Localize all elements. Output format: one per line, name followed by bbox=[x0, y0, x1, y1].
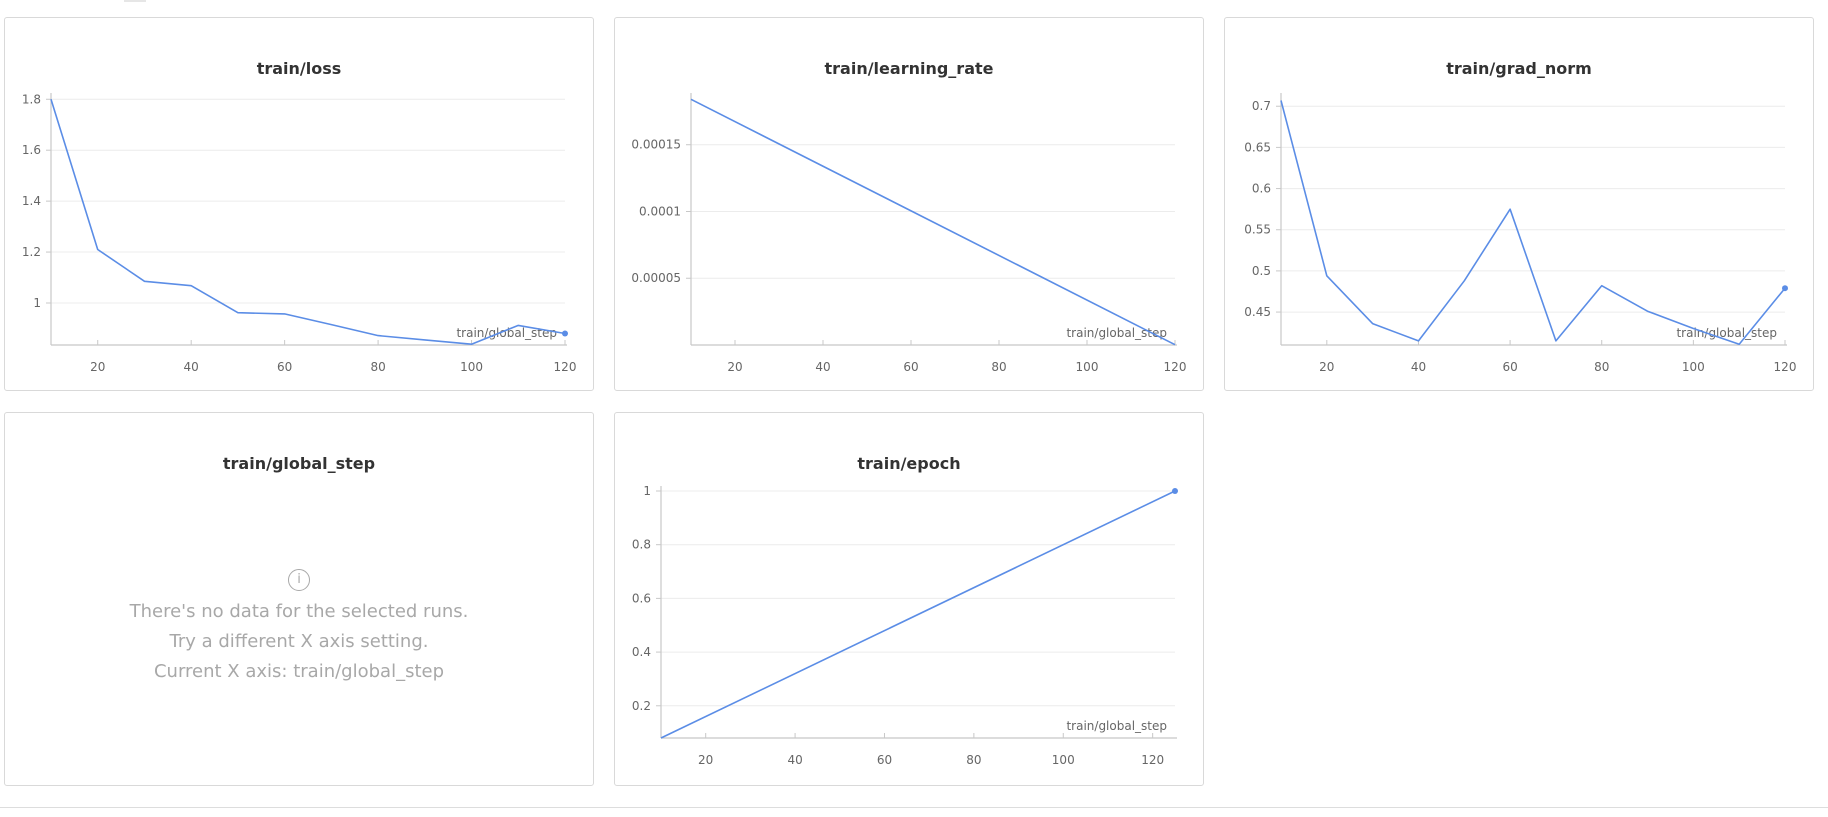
y-tick-label: 0.2 bbox=[632, 699, 651, 713]
chart-train-grad-norm: 0.450.50.550.60.650.720 40 60 80 100 120train… bbox=[1244, 93, 1797, 374]
x-tick-label: 100 bbox=[1076, 360, 1099, 374]
y-tick-label: 1.4 bbox=[22, 194, 41, 208]
x-tick-label: 20 bbox=[698, 753, 713, 767]
top-divider-stub bbox=[124, 0, 146, 2]
x-tick-label: 40 bbox=[184, 360, 199, 374]
y-tick-label: 0.5 bbox=[1252, 264, 1271, 278]
x-tick-label: 60 bbox=[877, 753, 892, 767]
x-tick-label: 80 bbox=[370, 360, 385, 374]
chart-panel-train-loss[interactable]: train/loss 1 1.2 1.4 1.6 1.8 20 40 60 80 100 120 tr… bbox=[4, 17, 594, 391]
chart-panel-train-grad-norm[interactable]: train/grad_norm 0.45 0.5 0.55 0.6 0.65 0.7 20 4… bbox=[1224, 17, 1814, 391]
x-tick-label: 80 bbox=[966, 753, 981, 767]
y-tick-label: 0.65 bbox=[1244, 140, 1271, 154]
y-tick-label: 1.6 bbox=[22, 143, 41, 157]
chart-panel-train-global-step[interactable]: train/global_step i There's no data for … bbox=[4, 412, 594, 786]
y-tick-label: 0.6 bbox=[1252, 182, 1271, 196]
x-tick-label: 60 bbox=[277, 360, 292, 374]
series-line bbox=[50, 99, 566, 346]
chart-title: train/epoch bbox=[857, 454, 961, 473]
x-tick-label: 100 bbox=[1052, 753, 1075, 767]
series-end-point bbox=[1782, 285, 1788, 292]
y-tick-label: 0.4 bbox=[632, 645, 651, 659]
chart-title: train/grad_norm bbox=[1446, 59, 1592, 78]
chart-panel-train-epoch[interactable]: train/epoch 0.2 0.4 0.6 0.8 1 20 40 60 80 100 120 t… bbox=[614, 412, 1204, 786]
y-tick-label: 0.8 bbox=[632, 538, 651, 552]
no-data-line-1: There's no data for the selected runs. bbox=[129, 601, 469, 622]
bottom-divider bbox=[0, 807, 1828, 808]
y-tick-label: 0.45 bbox=[1244, 305, 1271, 319]
series-line bbox=[690, 98, 1176, 346]
y-tick-label: 0.7 bbox=[1252, 99, 1271, 113]
y-tick-label: 0.00005 bbox=[631, 271, 681, 285]
y-tick-label: 0.55 bbox=[1244, 223, 1271, 237]
x-tick-label: 60 bbox=[903, 360, 918, 374]
series-end-point bbox=[562, 330, 568, 337]
no-data-message: i There's no data for the selected runs.… bbox=[5, 563, 593, 687]
x-axis-label: train/global_step bbox=[456, 326, 557, 340]
x-tick-label: 40 bbox=[1411, 360, 1426, 374]
x-tick-label: 20 bbox=[1319, 360, 1334, 374]
series-line bbox=[1280, 100, 1786, 346]
x-axis-label: train/global_step bbox=[1066, 719, 1167, 733]
y-tick-label: 1.2 bbox=[22, 245, 41, 259]
chart-train-loss: 1 1.2 1.4 1.6 1.8 20 40 60 80 100 120 train/global_… bbox=[22, 92, 577, 374]
chart-title: train/learning_rate bbox=[824, 59, 994, 78]
x-tick-label: 120 bbox=[1141, 753, 1164, 767]
x-tick-label: 120 bbox=[554, 360, 577, 374]
y-tick-label: 1.8 bbox=[22, 92, 41, 106]
x-tick-label: 60 bbox=[1502, 360, 1517, 374]
x-tick-label: 40 bbox=[815, 360, 830, 374]
y-tick-label: 1 bbox=[33, 296, 41, 310]
x-tick-label: 20 bbox=[90, 360, 105, 374]
no-data-line-3: Current X axis: train/global_step bbox=[153, 661, 445, 682]
x-tick-label: 80 bbox=[1594, 360, 1609, 374]
no-data-line-2: Try a different X axis setting. bbox=[169, 631, 429, 652]
x-tick-label: 80 bbox=[991, 360, 1006, 374]
chart-panel-train-learning-rate[interactable]: train/learning_rate 0.00005 0.0001 0.00015… bbox=[614, 17, 1204, 391]
y-tick-label: 0.6 bbox=[632, 591, 651, 605]
y-tick-label: 0.0001 bbox=[639, 204, 681, 218]
series-end-point bbox=[1172, 488, 1178, 494]
info-icon: i bbox=[288, 569, 310, 591]
y-tick-label: 1 bbox=[643, 484, 651, 498]
x-tick-label: 120 bbox=[1164, 360, 1187, 374]
series-line bbox=[660, 490, 1176, 739]
chart-train-learning-rate: 0.00005 0.0001 0.00015 20 40 60 80 100 120 train/… bbox=[631, 93, 1187, 374]
x-tick-label: 40 bbox=[787, 753, 802, 767]
x-tick-label: 100 bbox=[1682, 360, 1705, 374]
chart-title: train/loss bbox=[256, 59, 342, 78]
x-tick-label: 20 bbox=[727, 360, 742, 374]
x-tick-label: 100 bbox=[460, 360, 483, 374]
x-tick-label: 120 bbox=[1774, 360, 1797, 374]
y-tick-label: 0.00015 bbox=[631, 138, 681, 152]
x-axis-label: train/global_step bbox=[1066, 326, 1167, 340]
chart-title: train/global_step bbox=[222, 454, 376, 473]
